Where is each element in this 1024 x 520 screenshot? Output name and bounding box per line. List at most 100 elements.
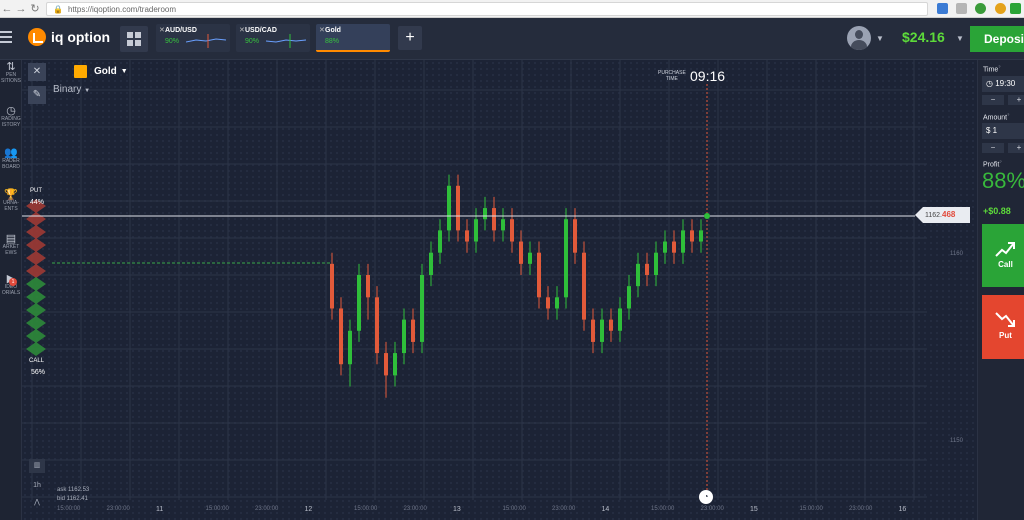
sidebar-item-label: RADING ISTORY xyxy=(1,116,21,128)
mode-selector[interactable]: Binary ▼ xyxy=(53,84,90,95)
x-axis-time-label: 23:00:00 xyxy=(700,506,724,512)
right-panel: Time? ◷ 19:30 − + Amount? $ 1 − + Profit… xyxy=(977,60,1024,520)
candle-body xyxy=(375,297,379,354)
extension-icon[interactable] xyxy=(1010,3,1021,14)
clock-icon: ◷ xyxy=(6,105,16,117)
chevron-down-icon[interactable]: ▼ xyxy=(956,34,964,43)
period-selector[interactable]: 1h xyxy=(33,482,41,489)
close-icon[interactable]: ✕ xyxy=(319,27,325,34)
sidebar-item-tournaments[interactable]: 🏆 URNA- ENTS xyxy=(0,190,22,213)
candle-body xyxy=(573,219,577,253)
candle-body xyxy=(537,252,541,298)
profit-label: Profit? xyxy=(983,159,1002,169)
sentiment-marker xyxy=(26,251,46,265)
chart-type-icon[interactable]: ▥ xyxy=(29,459,45,473)
chart-area[interactable]: ✕ ✎ Gold ▼ Binary ▼ PURCHASE TIME 09:16 … xyxy=(22,60,977,520)
candle-body xyxy=(600,319,604,342)
candle-body xyxy=(564,219,568,298)
sidebar-item-leaderboard[interactable]: 👥 RADER BOARD xyxy=(0,147,22,171)
y-axis-label: 1160 xyxy=(950,251,963,257)
close-icon[interactable]: ✕ xyxy=(239,27,245,34)
sidebar-item-history[interactable]: ◷ RADING ISTORY xyxy=(0,105,22,129)
amount-plus-button[interactable]: + xyxy=(1008,143,1024,153)
amount-label: Amount? xyxy=(983,112,1010,122)
add-asset-button[interactable]: + xyxy=(398,26,422,50)
candle-body xyxy=(609,319,613,331)
chevron-down-icon[interactable]: ▼ xyxy=(876,34,884,43)
candle-body xyxy=(438,230,442,253)
sidebar-item-label: PEN SITIONS xyxy=(0,72,21,84)
mini-chart-icon xyxy=(266,34,306,48)
x-axis-time-label: 15:00:00 xyxy=(57,506,81,512)
asset-tab-audusd[interactable]: ✕ AUD/USD 90% xyxy=(156,24,230,52)
extension-icon[interactable] xyxy=(937,3,948,14)
candle-body xyxy=(348,330,352,365)
candle-body xyxy=(429,252,433,275)
put-sentiment-label: PUT xyxy=(30,188,42,194)
logo-icon xyxy=(28,28,46,46)
assets-grid-button[interactable] xyxy=(120,26,148,52)
put-button-label: Put xyxy=(999,331,1012,340)
asset-selector[interactable]: Gold ▼ xyxy=(74,65,128,78)
candle-body xyxy=(465,230,469,242)
asset-tab-gold[interactable]: ✕ Gold 88% xyxy=(316,24,390,52)
mode-label: Binary xyxy=(53,84,82,95)
x-axis-time-label: 15:00:00 xyxy=(205,506,229,512)
time-plus-button[interactable]: + xyxy=(1008,95,1024,105)
candle-body xyxy=(411,319,415,342)
sidebar-item-positions[interactable]: ⇅ PEN SITIONS xyxy=(0,61,22,85)
x-axis-time-label: 15:00:00 xyxy=(651,506,675,512)
extension-icon[interactable] xyxy=(975,3,986,14)
arrows-icon: ⇅ xyxy=(6,61,16,73)
indicators-icon[interactable]: ⋀ xyxy=(34,499,40,506)
address-bar[interactable]: 🔒 https://iqoption.com/traderoom xyxy=(46,2,928,16)
candle-body xyxy=(501,219,505,231)
sentiment-marker xyxy=(26,290,46,304)
put-button[interactable]: Put xyxy=(982,295,1024,359)
x-axis-time-label: 15:00:00 xyxy=(354,506,378,512)
candle-body xyxy=(384,353,388,376)
candle-body xyxy=(420,275,424,342)
forward-icon[interactable]: → xyxy=(15,2,27,15)
bid-price: bid 1162.41 xyxy=(57,496,88,502)
news-icon: ▤ xyxy=(5,233,17,245)
timer-icon[interactable]: ◔ xyxy=(699,490,713,504)
browser-toolbar: ← → ↻ 🔒 https://iqoption.com/traderoom xyxy=(0,0,1024,18)
menu-icon[interactable] xyxy=(0,31,12,45)
left-sidebar: ⇅ PEN SITIONS ◷ RADING ISTORY 👥 RADER BOARD… xyxy=(0,60,22,520)
amount-input[interactable]: $ 1 xyxy=(982,123,1024,139)
back-icon[interactable]: ← xyxy=(1,2,13,15)
candle-body xyxy=(591,319,595,342)
candle-body xyxy=(663,241,667,253)
extension-icon[interactable] xyxy=(995,3,1006,14)
call-button[interactable]: Call xyxy=(982,224,1024,287)
sidebar-item-label: ARKET EWS xyxy=(2,244,20,256)
reload-icon[interactable]: ↻ xyxy=(30,3,40,15)
lock-icon: 🔒 xyxy=(53,4,63,14)
drawing-tool-icon[interactable]: ✎ xyxy=(28,86,46,104)
url-text: https://iqoption.com/traderoom xyxy=(67,4,177,14)
logo[interactable]: iq option xyxy=(28,28,110,46)
asset-tab-name: Gold xyxy=(325,27,341,34)
extension-icon[interactable] xyxy=(956,3,967,14)
time-label-text: Time xyxy=(983,66,999,74)
candle-body xyxy=(672,241,676,253)
deposit-button[interactable]: Deposit xyxy=(970,26,1024,52)
close-icon[interactable]: ✕ xyxy=(28,63,46,81)
amount-minus-button[interactable]: − xyxy=(982,143,1004,153)
candle-body xyxy=(528,252,532,264)
time-minus-button[interactable]: − xyxy=(982,95,1004,105)
time-input[interactable]: ◷ 19:30 xyxy=(982,76,1024,92)
arrow-down-chart-icon xyxy=(994,312,1015,327)
candle-body xyxy=(339,308,343,365)
balance[interactable]: $24.16 xyxy=(902,29,945,45)
purchase-time-label: PURCHASE TIME xyxy=(658,70,686,82)
asset-tab-usdcad[interactable]: ✕ USD/CAD 90% xyxy=(236,24,310,52)
candle-body xyxy=(618,308,622,331)
avatar[interactable] xyxy=(847,26,871,50)
people-icon: 👥 xyxy=(4,147,18,159)
sidebar-item-news[interactable]: ▤ ARKET EWS xyxy=(0,233,22,257)
x-axis-day-label: 16 xyxy=(898,506,907,513)
candle-body xyxy=(366,275,370,298)
close-icon[interactable]: ✕ xyxy=(159,27,165,34)
